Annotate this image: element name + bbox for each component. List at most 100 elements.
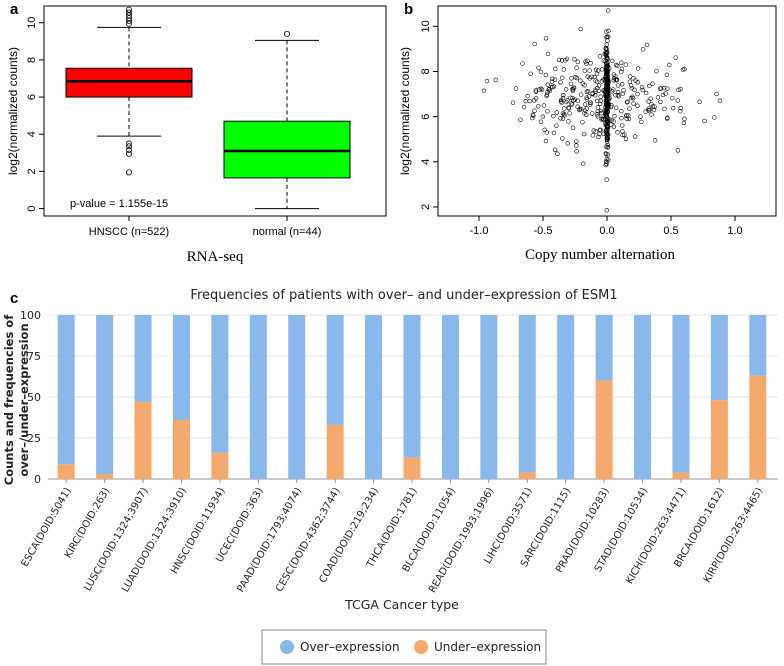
scatter-point xyxy=(559,58,565,63)
scatter-point xyxy=(595,114,600,119)
scatter-point xyxy=(613,92,618,98)
scatter-point xyxy=(599,67,605,72)
scatter-point xyxy=(558,97,564,103)
boxplot-x-tick-label: HNSCC (n=522) xyxy=(89,226,169,238)
scatter-point xyxy=(620,129,625,134)
boxplot-y-tick-label: 8 xyxy=(26,57,38,63)
legend-under-label: Under–expression xyxy=(434,640,541,654)
scatter-point xyxy=(619,81,625,87)
scatter-point xyxy=(630,95,636,101)
scatter-point xyxy=(625,99,630,104)
scatter-point xyxy=(622,132,627,137)
scatter-point xyxy=(545,51,551,57)
scatter-point xyxy=(606,65,612,71)
scatter-point xyxy=(588,100,593,105)
scatter-point xyxy=(580,81,586,86)
scatter-point xyxy=(609,118,615,123)
bar-y-tick-label: 25 xyxy=(27,432,41,445)
scatter-point xyxy=(574,139,579,144)
scatter-point xyxy=(536,104,541,109)
scatter-point xyxy=(601,58,606,63)
scatter-point xyxy=(619,108,624,114)
scatter-point xyxy=(554,123,559,128)
scatter-point xyxy=(585,58,590,63)
scatter-point xyxy=(575,104,580,109)
scatter-point xyxy=(513,86,519,91)
scatter-point xyxy=(584,61,589,66)
bar-chart-y-label-line2: over–/under–expression xyxy=(17,323,31,476)
scatter-point xyxy=(620,91,625,97)
scatter-point xyxy=(603,162,608,168)
scatter-point xyxy=(544,130,550,135)
legend-frame xyxy=(261,629,547,665)
scatter-point xyxy=(518,117,523,122)
scatter-point xyxy=(558,99,564,104)
scatter-point xyxy=(592,74,597,80)
bar-over-expression xyxy=(441,315,459,479)
scatter-point xyxy=(643,90,649,96)
scatter-point xyxy=(574,149,579,154)
scatter-point xyxy=(604,113,609,118)
scatter-y-axis: 2 4 6 8 10 xyxy=(420,20,438,210)
scatter-point xyxy=(628,95,634,101)
outlier-point xyxy=(283,30,290,37)
bar-over-expression xyxy=(480,315,498,479)
scatter-point xyxy=(615,92,621,98)
scatter-point xyxy=(546,87,551,92)
scatter-point xyxy=(639,84,645,90)
scatter-point xyxy=(549,79,555,84)
scatter-point xyxy=(660,92,666,98)
scatter-point xyxy=(565,141,570,146)
scatter-point xyxy=(647,83,652,89)
bar-over-expression xyxy=(211,315,229,453)
scatter-point xyxy=(712,115,717,120)
outlier-point xyxy=(126,169,133,176)
scatter-point xyxy=(605,86,611,92)
scatter-point xyxy=(595,112,600,117)
scatter-point xyxy=(646,106,651,111)
bar-chart-x-ticks: ESCA(DOID:5041)KIRC(DOID:263)LUSC(DOID:1… xyxy=(20,479,765,595)
scatter-point xyxy=(621,88,626,93)
scatter-point xyxy=(714,91,719,97)
scatter-point xyxy=(601,88,606,93)
scatter-point xyxy=(650,104,656,109)
scatter-y-label: log2(normalized counts) xyxy=(398,47,412,175)
scatter-point xyxy=(678,87,683,92)
bar-under-expression xyxy=(710,400,728,479)
scatter-point xyxy=(564,99,569,105)
panel-c-label: c xyxy=(10,290,18,307)
scatter-point xyxy=(615,63,620,69)
scatter-point xyxy=(639,119,644,124)
panel-a-label: a xyxy=(10,1,19,18)
scatter-point xyxy=(615,89,621,95)
scatter-point xyxy=(646,108,651,113)
scatter-point xyxy=(586,94,592,99)
scatter-y-tick-label: 8 xyxy=(420,68,432,74)
scatter-point xyxy=(658,99,663,105)
outlier-point xyxy=(126,147,133,154)
scatter-point xyxy=(532,108,537,113)
scatter-point xyxy=(570,125,576,131)
scatter-point xyxy=(670,95,675,101)
bar-over-expression xyxy=(96,315,114,475)
scatter-point xyxy=(603,120,608,125)
scatter-point xyxy=(658,86,664,91)
scatter-point xyxy=(624,100,630,105)
box-0 xyxy=(65,67,193,98)
scatter-point xyxy=(610,58,615,64)
legend-under-swatch xyxy=(414,640,428,654)
scatter-point xyxy=(593,129,598,134)
scatter-point xyxy=(543,36,549,41)
bar-over-expression xyxy=(672,315,690,473)
scatter-point xyxy=(664,72,670,78)
scatter-point xyxy=(578,92,584,97)
scatter-point xyxy=(619,60,624,65)
bar-y-tick-label: 0 xyxy=(34,473,41,486)
scatter-point xyxy=(648,96,653,101)
scatter-point xyxy=(545,82,550,87)
scatter-point xyxy=(582,102,588,107)
box-1 xyxy=(223,120,351,179)
scatter-point xyxy=(561,106,567,111)
scatter-point xyxy=(569,102,575,107)
bar-over-expression xyxy=(557,315,575,479)
